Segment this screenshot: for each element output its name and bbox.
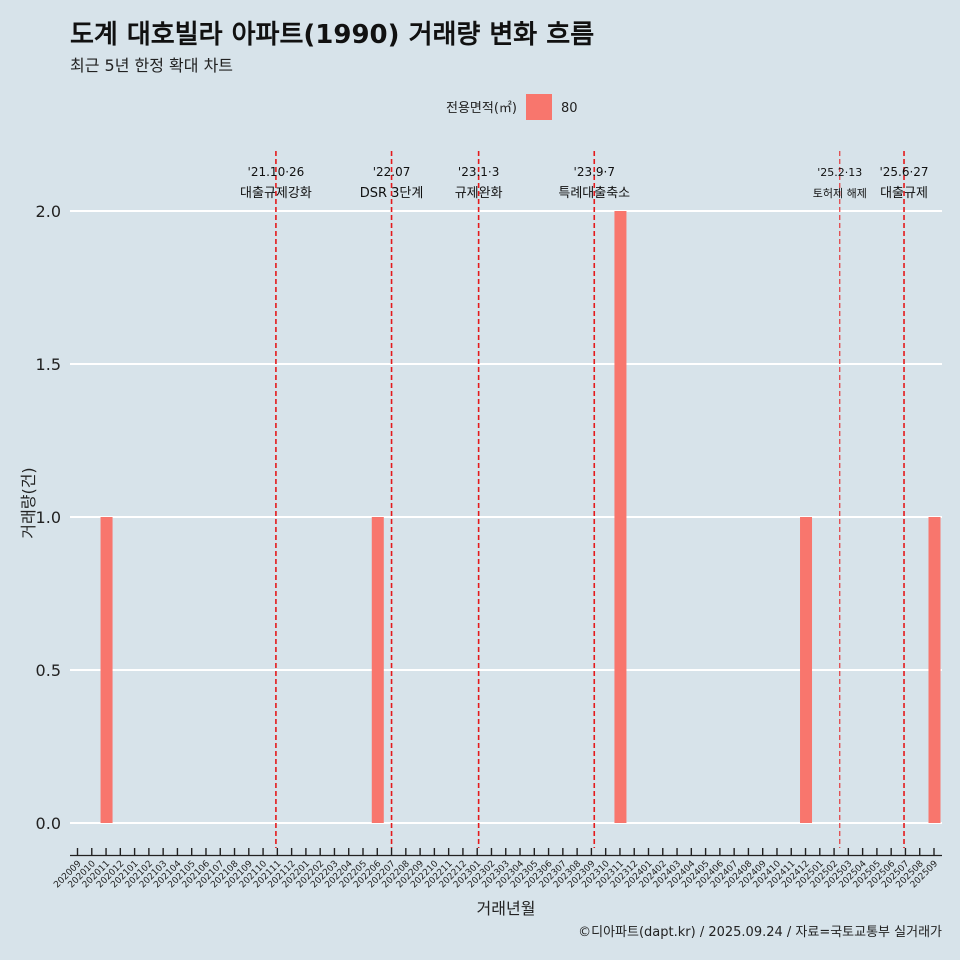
y-axis-title: 거래량(건) bbox=[19, 467, 38, 538]
chart-subtitle: 최근 5년 한정 확대 차트 bbox=[70, 56, 234, 75]
y-tick-label: 0.5 bbox=[36, 661, 61, 680]
chart-title: 도계 대호빌라 아파트(1990) 거래량 변화 흐름 bbox=[70, 20, 595, 50]
y-tick-label: 1.0 bbox=[36, 508, 61, 527]
event-label: 대출규제 bbox=[880, 186, 928, 201]
event-date: '23.9·7 bbox=[574, 165, 615, 179]
event-date: '25.6·27 bbox=[879, 165, 928, 179]
y-tick-label: 2.0 bbox=[36, 202, 61, 221]
bar bbox=[800, 517, 813, 823]
event-date: '23.1·3 bbox=[458, 165, 499, 179]
bar bbox=[371, 517, 384, 823]
event-markers: '21.10·26 대출규제강화 '22.07 DSR 3단계 '23.1·3 규제완화 '… bbox=[240, 151, 929, 848]
event-date: '21.10·26 bbox=[248, 165, 305, 179]
event-label: DSR 3단계 bbox=[360, 186, 424, 201]
bars bbox=[100, 211, 941, 823]
legend-swatch bbox=[526, 94, 552, 120]
event-label: 특례대출축소 bbox=[558, 186, 630, 201]
bar bbox=[928, 517, 941, 823]
event-label: 토허제 해제 bbox=[813, 186, 867, 200]
legend-title: 전용면적(㎡) bbox=[446, 101, 517, 116]
bar bbox=[614, 211, 627, 823]
x-axis-title: 거래년월 bbox=[477, 899, 536, 918]
legend: 전용면적(㎡) 80 bbox=[446, 94, 578, 120]
grid-lines bbox=[70, 210, 942, 824]
y-tick-label: 0.0 bbox=[36, 814, 61, 833]
x-axis: 2020092020102020112020122021012021022021… bbox=[52, 848, 942, 890]
y-axis: 0.0 0.5 1.0 1.5 2.0 bbox=[36, 202, 61, 833]
event-date: '25.2·13 bbox=[817, 166, 862, 179]
event-date: '22.07 bbox=[373, 165, 411, 179]
legend-entry: 80 bbox=[561, 101, 578, 116]
event-label: 대출규제강화 bbox=[240, 186, 312, 201]
bar bbox=[100, 517, 113, 823]
caption: ©디아파트(dapt.kr) / 2025.09.24 / 자료=국토교통부 실… bbox=[578, 925, 942, 940]
y-tick-label: 1.5 bbox=[36, 355, 61, 374]
event-label: 규제완화 bbox=[455, 186, 503, 201]
